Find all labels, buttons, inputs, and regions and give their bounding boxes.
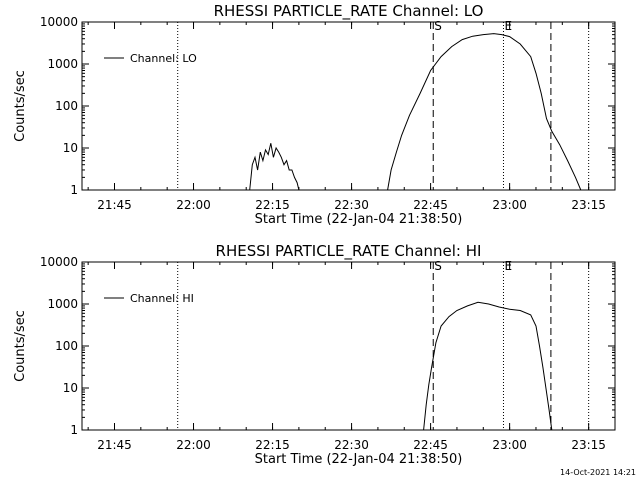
- x-tick-label: 22:30: [334, 198, 369, 212]
- marker-label: E: [504, 19, 512, 33]
- marker-label: S: [434, 19, 442, 33]
- x-tick-label: 23:00: [492, 198, 527, 212]
- y-tick-label: 10000: [40, 15, 78, 29]
- series-line-segment: [387, 33, 582, 191]
- chart-panel-1: RHESSI PARTICLE_RATE Channel: HI 21:45 22:…: [13, 242, 616, 467]
- legend-label: Channel: HI: [130, 292, 194, 305]
- plot-frame: [81, 21, 616, 191]
- x-tick-label: 22:45: [413, 198, 448, 212]
- marker-label: E: [504, 259, 512, 273]
- y-tick-label: 1000: [47, 297, 78, 311]
- x-tick-label: 22:00: [176, 198, 211, 212]
- series-line-segment: [423, 301, 553, 431]
- series-line-segment: [249, 143, 300, 191]
- legend-label: Channel: LO: [130, 52, 197, 65]
- y-axis-label: Counts/sec: [13, 310, 28, 382]
- x-tick-label: 23:00: [492, 438, 527, 452]
- x-tick-label: 22:15: [255, 438, 290, 452]
- x-axis-label: Start Time (22-Jan-04 21:38:50): [255, 452, 463, 467]
- y-tick-label: 100: [55, 339, 78, 353]
- x-tick-label: 21:45: [97, 438, 132, 452]
- x-tick-label: 22:00: [176, 438, 211, 452]
- x-tick-label: 22:30: [334, 438, 369, 452]
- y-tick-label: 10: [63, 381, 78, 395]
- chart-panel-0: RHESSI PARTICLE_RATE Channel: LO 21:45 22:…: [13, 2, 616, 227]
- y-tick-label: 1000: [47, 57, 78, 71]
- y-tick-label: 1: [70, 183, 78, 197]
- x-tick-label: 22:15: [255, 198, 290, 212]
- x-tick-label: 22:45: [413, 438, 448, 452]
- chart-title: RHESSI PARTICLE_RATE Channel: LO: [214, 2, 484, 21]
- x-tick-label: 23:15: [571, 438, 606, 452]
- marker-label: S: [434, 259, 442, 273]
- x-tick-label: 21:45: [97, 198, 132, 212]
- timestamp-stamp: 14-Oct-2021 14:21: [560, 468, 636, 477]
- plot-frame: [81, 261, 616, 431]
- y-tick-label: 100: [55, 99, 78, 113]
- y-axis-label: Counts/sec: [13, 70, 28, 142]
- y-tick-label: 10: [63, 141, 78, 155]
- x-tick-label: 23:15: [571, 198, 606, 212]
- y-tick-label: 1: [70, 423, 78, 437]
- chart-title: RHESSI PARTICLE_RATE Channel: HI: [216, 242, 482, 261]
- x-axis-label: Start Time (22-Jan-04 21:38:50): [255, 212, 463, 227]
- y-tick-label: 10000: [40, 255, 78, 269]
